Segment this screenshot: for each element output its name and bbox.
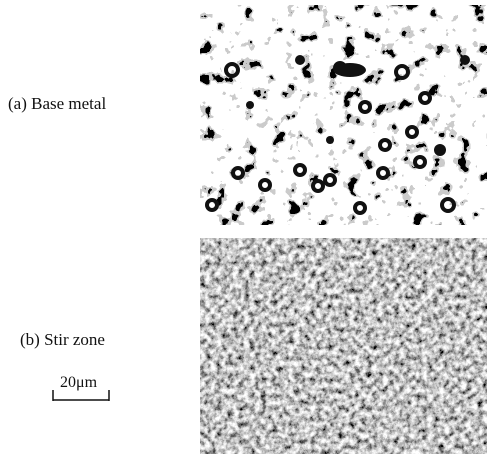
micrograph-a: [200, 5, 487, 225]
figure: (a) Base metal (b) Stir zone 20μm: [0, 0, 487, 454]
scale-bar: [53, 390, 109, 401]
micrographs: [0, 0, 487, 454]
micrograph-b: [200, 238, 487, 454]
